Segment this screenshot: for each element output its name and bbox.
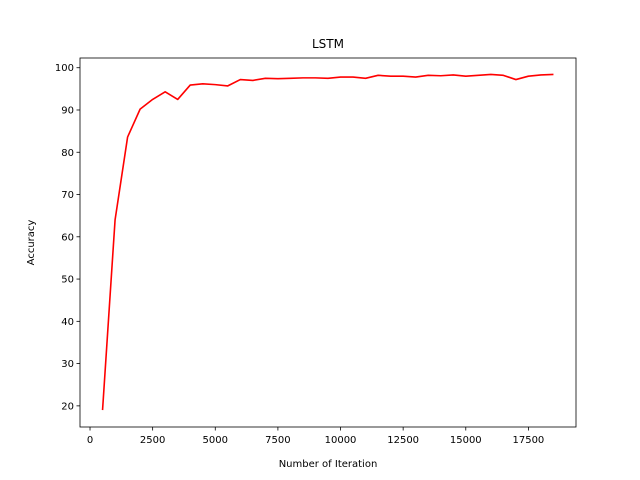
y-tick-label: 90	[61, 105, 74, 116]
y-tick-label: 80	[61, 148, 74, 159]
y-tick-label: 70	[61, 190, 74, 201]
x-tick-label: 10000	[325, 435, 357, 446]
y-tick-label: 30	[61, 359, 74, 370]
y-tick-label: 100	[55, 63, 74, 74]
y-axis-label: Accuracy	[26, 220, 37, 266]
x-tick-label: 17500	[512, 435, 544, 446]
y-tick-label: 50	[61, 275, 74, 286]
series-line	[101, 73, 554, 411]
chart-title: LSTM	[312, 37, 344, 51]
x-axis-label: Number of Iteration	[279, 459, 378, 470]
axis-ticks: 0 2500 5000 7500 10000 12500 15000 17500 20 30 40 5…	[55, 63, 544, 446]
plot-frame	[79, 57, 577, 428]
x-tick-label: 0	[87, 435, 93, 446]
x-tick-label: 15000	[450, 435, 482, 446]
x-tick-label: 12500	[387, 435, 419, 446]
x-tick-label: 7500	[265, 435, 290, 446]
x-tick-label: 2500	[140, 435, 165, 446]
y-tick-label: 60	[61, 232, 74, 243]
y-tick-label: 40	[61, 317, 74, 328]
y-tick-label: 20	[61, 401, 74, 412]
x-tick-label: 5000	[203, 435, 228, 446]
series-layer	[101, 73, 554, 411]
